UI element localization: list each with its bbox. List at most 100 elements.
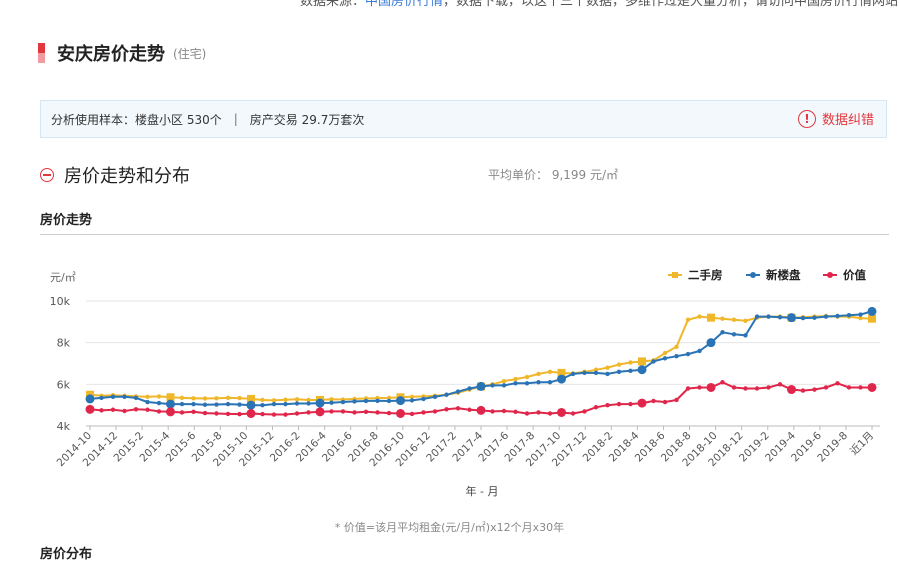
legend-label: 新楼盘	[766, 268, 801, 282]
data-point	[122, 394, 127, 400]
data-point	[490, 383, 495, 388]
series-marker	[166, 407, 175, 417]
data-point	[858, 312, 863, 317]
data-point	[605, 371, 610, 377]
data-point	[133, 395, 139, 401]
data-point	[858, 385, 863, 390]
series-marker	[315, 407, 325, 417]
data-point	[202, 410, 208, 416]
y-tick-label: 4k	[57, 420, 71, 433]
data-point	[409, 411, 415, 417]
series-marker	[166, 399, 175, 409]
data-point	[340, 399, 346, 405]
data-point	[271, 401, 277, 407]
subsection-title: 房价走势	[40, 213, 93, 228]
source-prefix: 数据来源：	[300, 0, 366, 9]
data-point	[214, 396, 219, 401]
series-marker	[706, 382, 716, 392]
data-point	[685, 386, 691, 391]
data-point	[662, 356, 668, 361]
series-marker	[476, 405, 486, 415]
data-point	[777, 315, 783, 320]
series-marker	[166, 393, 175, 402]
data-point	[283, 412, 288, 417]
price-trend-chart: 4k 6k 8k 10k 2014-102014-122015-22015-42015…	[50, 268, 880, 498]
data-point	[409, 398, 415, 403]
data-point	[156, 394, 162, 399]
data-point	[536, 371, 541, 377]
series-marker	[867, 306, 877, 316]
data-point	[202, 402, 208, 407]
data-point	[616, 369, 622, 375]
data-point	[835, 381, 840, 386]
collapse-icon[interactable]	[40, 168, 54, 182]
series-marker	[787, 313, 796, 323]
series-marker	[787, 385, 796, 395]
series-marker	[637, 365, 647, 375]
data-correction-link[interactable]: ! 数据纠错	[797, 109, 874, 128]
data-point	[156, 400, 162, 406]
data-point	[363, 409, 369, 415]
data-point	[605, 402, 610, 408]
series-marker	[247, 394, 255, 403]
source-link[interactable]: 中国房价行情	[365, 0, 444, 9]
series-marker	[246, 409, 256, 418]
data-point	[179, 401, 185, 407]
data-point	[467, 386, 472, 391]
data-point	[731, 385, 737, 390]
series-marker	[396, 396, 405, 406]
title-accent-bar	[38, 43, 45, 63]
data-point	[593, 370, 599, 376]
data-point	[294, 401, 300, 406]
data-point	[754, 386, 760, 391]
data-point	[260, 411, 265, 417]
series-marker	[637, 398, 647, 408]
legend-marker	[750, 272, 756, 278]
data-point	[283, 397, 288, 402]
data-point	[214, 411, 219, 416]
sample-transactions: 房产交易 29.7万套次	[249, 112, 365, 127]
data-point	[766, 314, 771, 319]
sample-separator: |	[233, 112, 238, 126]
data-point	[306, 401, 311, 406]
data-point	[720, 380, 725, 385]
data-point	[800, 315, 806, 321]
data-point	[110, 407, 116, 412]
series-marker	[246, 400, 256, 410]
source-rest: ，数据下载，以这个三个数据，多维作过是大量分析，请访问中国房价行情网站	[443, 0, 899, 9]
data-point	[99, 408, 104, 413]
data-point	[524, 381, 530, 386]
series-marker	[707, 313, 715, 322]
data-point	[513, 381, 518, 386]
legend-label: 价值	[843, 268, 866, 282]
series-marker	[476, 381, 486, 391]
data-point	[720, 316, 725, 321]
section-header[interactable]: 房价走势和分布	[40, 162, 190, 188]
legend-marker	[672, 272, 678, 278]
data-point	[444, 407, 449, 412]
data-point	[823, 385, 829, 390]
chart-grid	[86, 300, 880, 427]
series-marker	[867, 382, 877, 392]
data-point	[570, 411, 576, 416]
page-title: 安庆房价走势	[57, 44, 165, 65]
data-point	[225, 401, 231, 407]
data-point	[582, 409, 587, 414]
divider	[40, 234, 889, 235]
data-point	[513, 409, 518, 415]
series-line	[89, 310, 873, 407]
data-point	[260, 402, 265, 408]
data-point	[628, 401, 633, 407]
data-point	[214, 402, 219, 407]
data-point	[823, 314, 829, 319]
data-point	[582, 370, 587, 376]
data-point	[754, 314, 760, 319]
data-point	[812, 315, 817, 320]
data-point	[697, 314, 702, 319]
sample-communities: 楼盘小区 530个	[135, 112, 222, 127]
series-marker	[868, 314, 876, 323]
data-point	[237, 411, 242, 417]
data-point	[237, 402, 242, 407]
page-header: 安庆房价走势 (住宅)	[38, 42, 206, 65]
data-point	[225, 411, 231, 417]
